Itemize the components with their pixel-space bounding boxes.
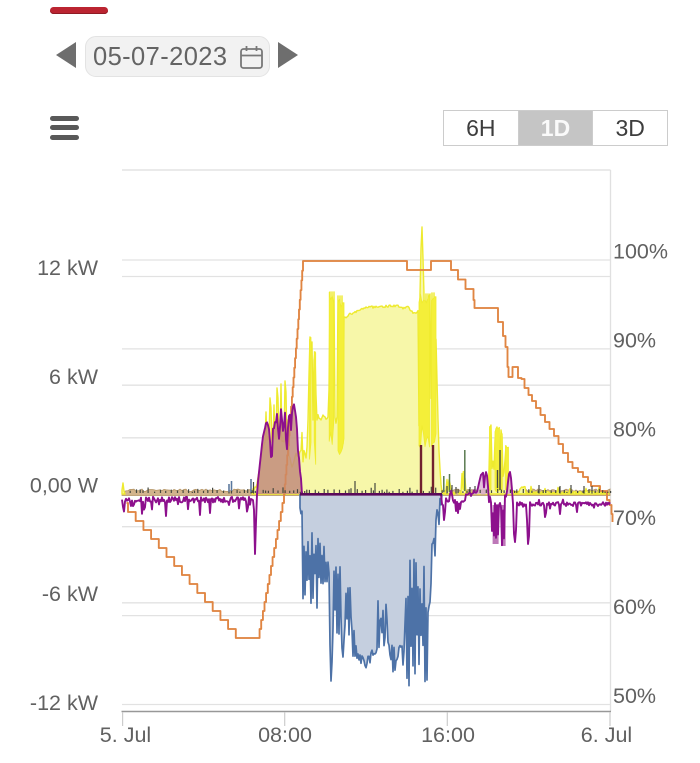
svg-text:16:00: 16:00 <box>421 723 475 747</box>
svg-text:0,00 W: 0,00 W <box>30 474 99 498</box>
svg-text:6 kW: 6 kW <box>49 365 99 389</box>
svg-text:50%: 50% <box>613 684 656 708</box>
svg-text:5. Jul: 5. Jul <box>100 723 151 747</box>
svg-text:-12 kW: -12 kW <box>30 691 99 715</box>
svg-text:80%: 80% <box>613 417 656 441</box>
svg-text:12 kW: 12 kW <box>37 256 99 280</box>
svg-text:90%: 90% <box>613 328 656 352</box>
svg-text:70%: 70% <box>613 506 656 530</box>
svg-text:100%: 100% <box>613 240 668 264</box>
svg-text:6. Jul: 6. Jul <box>581 723 632 747</box>
svg-text:60%: 60% <box>613 595 656 619</box>
svg-text:08:00: 08:00 <box>258 723 312 747</box>
svg-text:-6 kW: -6 kW <box>42 582 99 606</box>
